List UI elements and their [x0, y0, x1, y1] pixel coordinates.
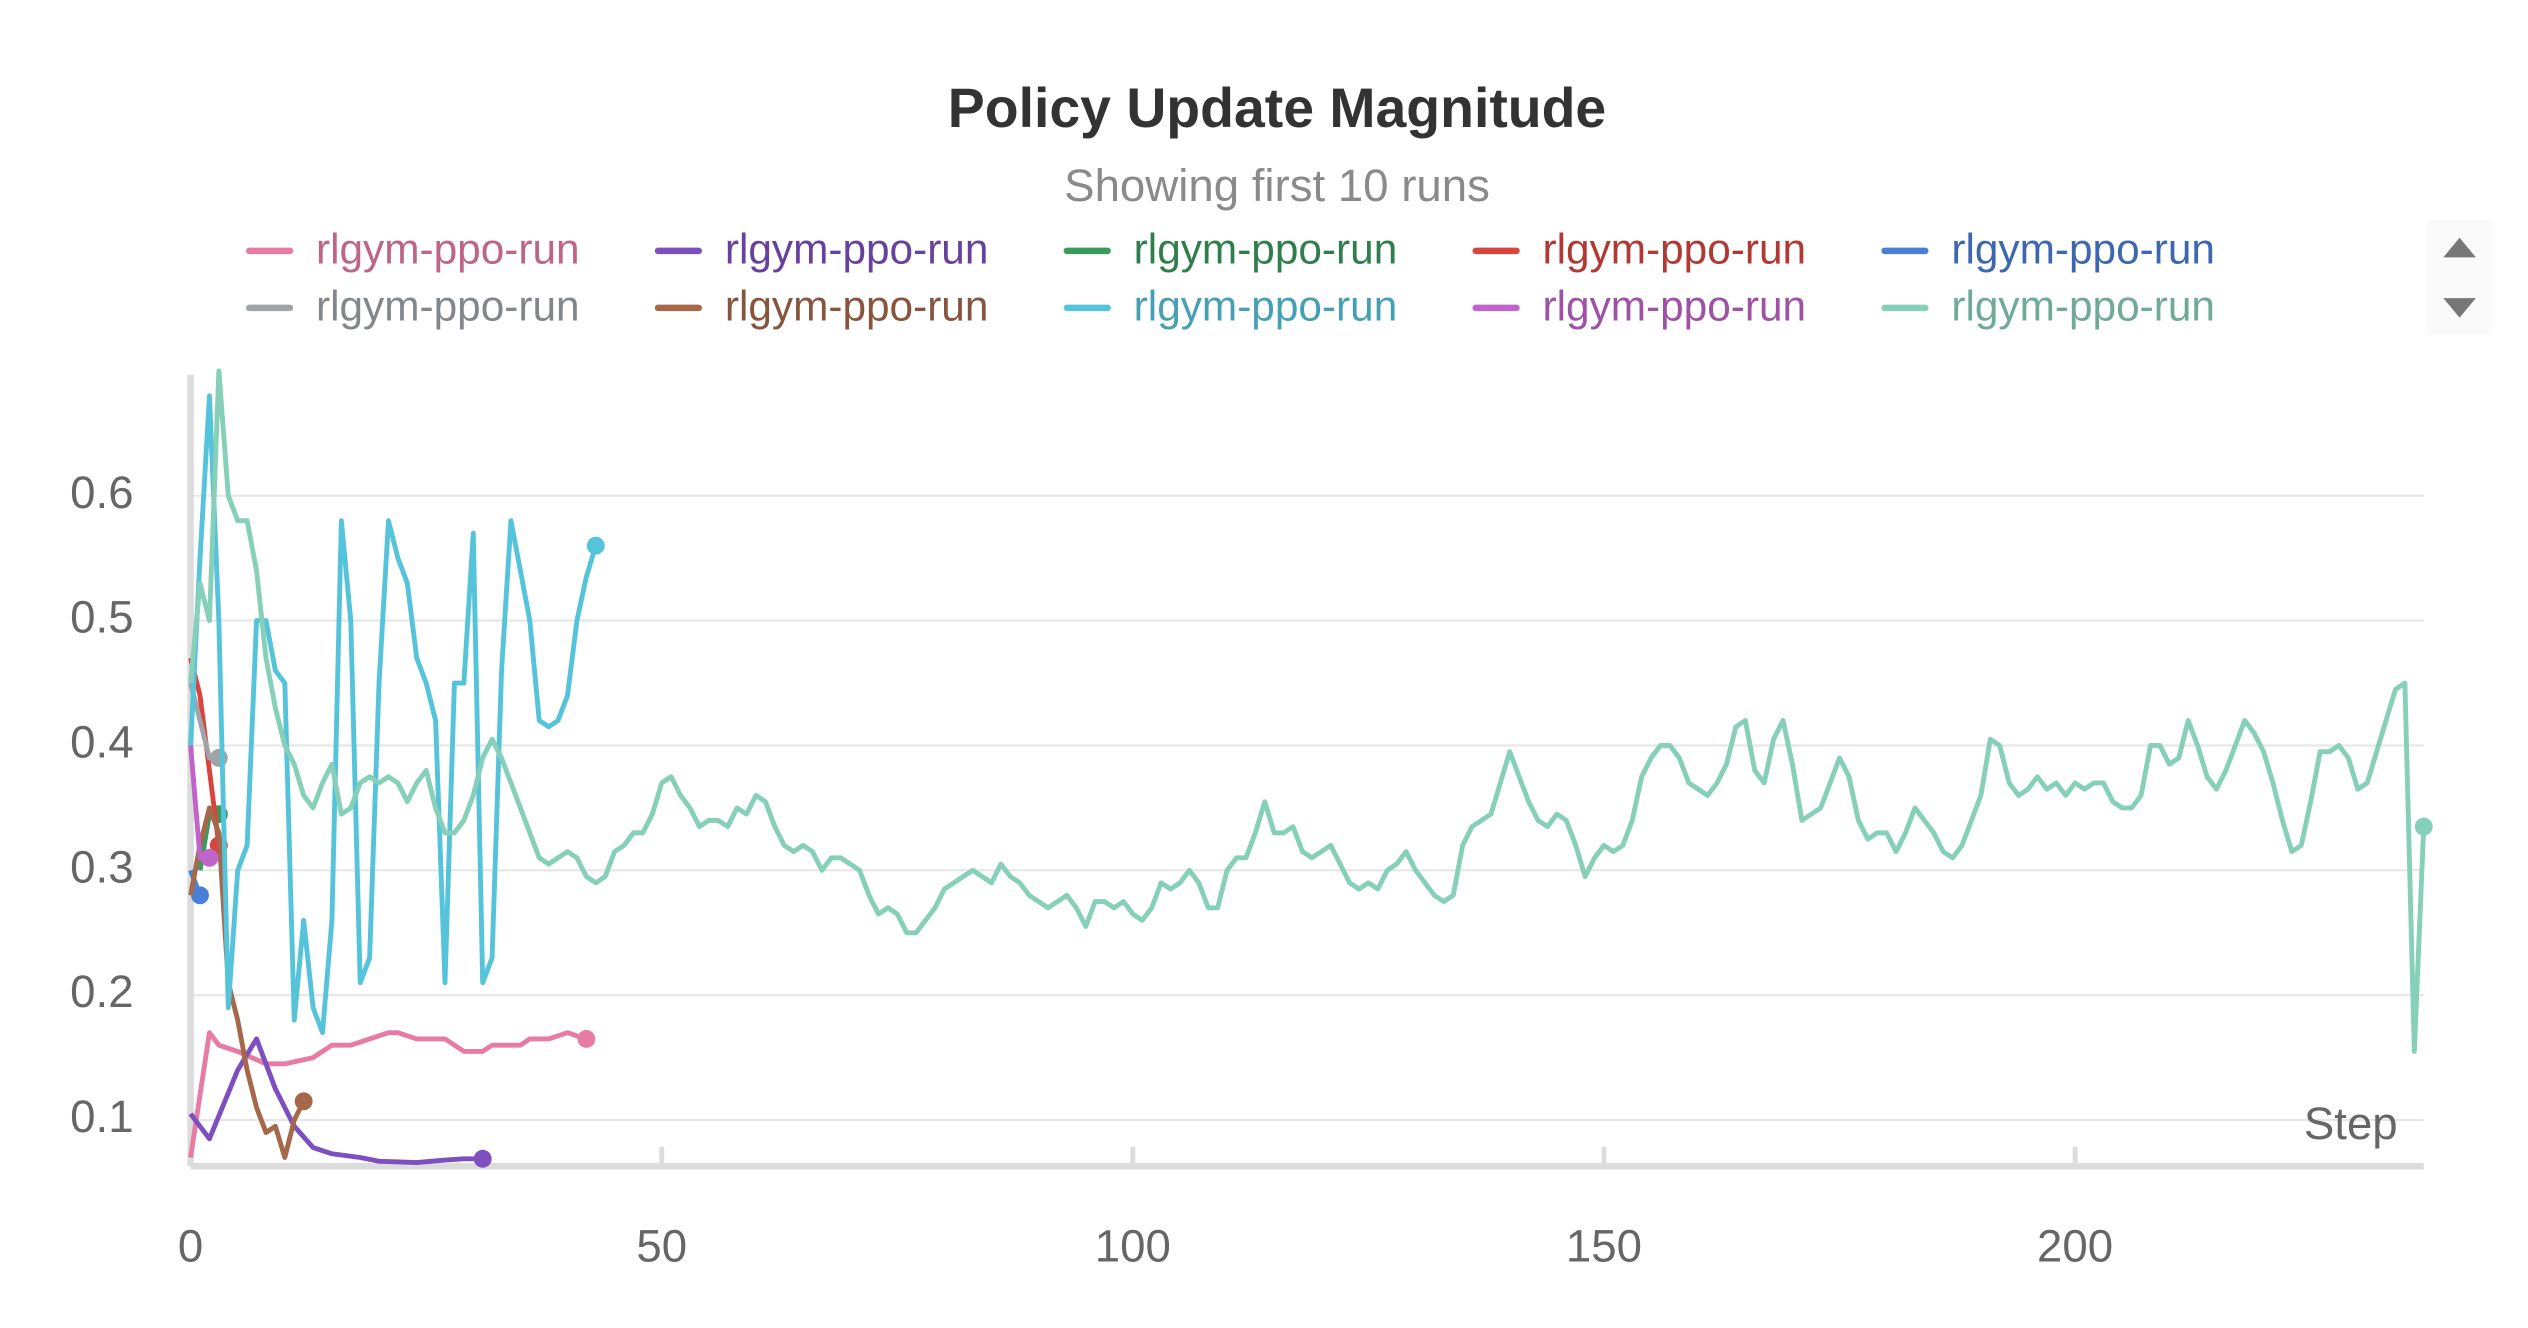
series-line [188, 368, 2427, 1054]
x-tick-label: 150 [1566, 1220, 1642, 1271]
end-point [577, 1029, 596, 1048]
y-tick-label: 0.5 [70, 592, 133, 643]
x-tick-label: 0 [178, 1220, 203, 1271]
legend-label: rlgym-ppo-run [1543, 226, 1807, 273]
legend-label: rlgym-ppo-run [725, 283, 989, 330]
legend-label: rlgym-ppo-run [725, 226, 989, 273]
x-tick-label: 200 [2037, 1220, 2113, 1271]
x-tick-label: 100 [1095, 1220, 1171, 1271]
legend-label: rlgym-ppo-run [316, 226, 580, 273]
legend-label: rlgym-ppo-run [1951, 283, 2215, 330]
series-line [188, 393, 599, 1036]
end-point [191, 886, 209, 905]
legend-scroll [2426, 219, 2493, 334]
end-point [209, 749, 228, 767]
y-tick-label: 0.4 [70, 717, 133, 768]
end-point [586, 536, 605, 555]
legend-label: rlgym-ppo-run [1134, 283, 1398, 330]
end-point [473, 1149, 492, 1168]
series-line [188, 805, 306, 1160]
chart-subtitle: Showing first 10 runs [1064, 160, 1490, 211]
x-tick-label: 50 [636, 1220, 687, 1271]
y-tick-label: 0.3 [70, 841, 133, 892]
legend-scroll-down[interactable] [2443, 298, 2476, 318]
end-point [2414, 817, 2433, 836]
legend-label: rlgym-ppo-run [1951, 226, 2215, 273]
end-point [200, 848, 219, 867]
legend-label: rlgym-ppo-run [1543, 283, 1807, 330]
legend-label: rlgym-ppo-run [1134, 226, 1398, 273]
chart-title: Policy Update Magnitude [948, 77, 1606, 139]
y-tick-label: 0.2 [70, 966, 133, 1017]
end-point [294, 1092, 313, 1111]
series-line [188, 1030, 588, 1158]
legend-scroll-up[interactable] [2443, 237, 2476, 258]
x-axis-label: Step [2304, 1098, 2398, 1149]
series-line [188, 1036, 483, 1165]
y-tick-label: 0.6 [70, 467, 133, 518]
legend-label: rlgym-ppo-run [316, 283, 580, 330]
y-tick-label: 0.1 [70, 1091, 133, 1142]
